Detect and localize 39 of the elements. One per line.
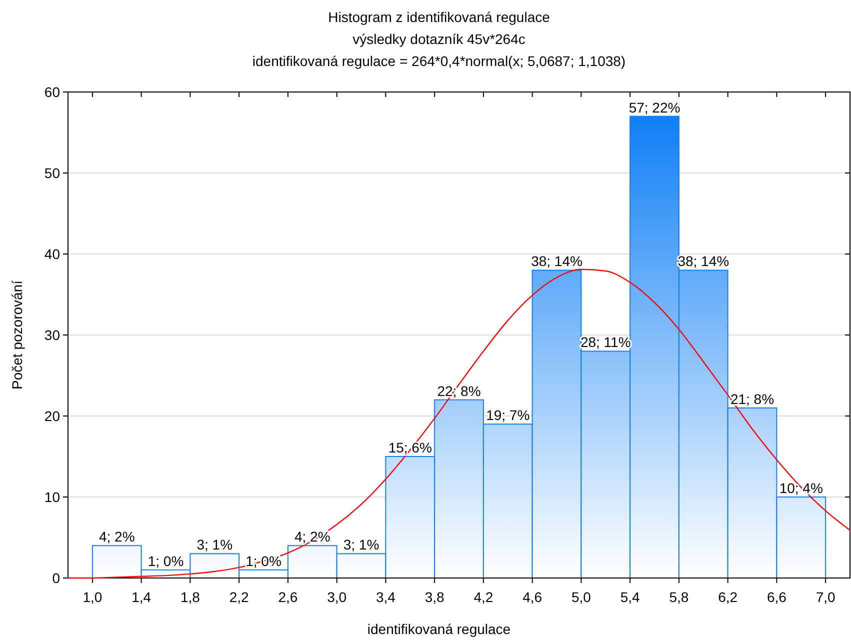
x-tick-label: 3,0 [327,589,347,605]
y-tick-label: 60 [44,84,60,100]
x-axis-title: identifikovaná regulace [367,621,511,637]
data-label: 15; 6% [388,440,432,456]
data-label: 57; 22% [628,99,680,116]
line-series [68,268,850,579]
chart-subtitle: výsledky dotazník 45v*264c [352,31,526,47]
data-label: 10; 4% [779,480,823,496]
x-tick-label: 4,2 [474,589,494,605]
x-tick-label: 5,0 [571,589,592,605]
data-label: 21; 8% [730,390,774,407]
x-tick-label: 1,8 [180,589,200,605]
data-label: 3; 1% [343,536,380,553]
x-tick-label: 3,4 [376,589,396,605]
chart-title: Histogram z identifikovaná regulace [328,9,550,25]
y-tick-label: 20 [44,408,60,424]
x-tick-label: 1,0 [82,589,102,605]
y-tick-label: 30 [44,327,60,343]
x-tick-label: 5,4 [620,589,640,605]
data-label: 19; 7% [486,407,530,424]
y-axis-title: Počet pozorování [9,280,25,390]
y-tick-label: 40 [44,246,60,262]
y-tick-label: 50 [44,165,60,181]
x-tick-label: 2,6 [278,589,298,605]
data-label: 38; 14% [531,253,582,270]
x-tick-label: 4,6 [522,589,542,605]
data-label: 1; 0% [148,552,184,569]
x-tick-label: 1,4 [132,589,152,605]
data-label: 3; 1% [196,536,233,553]
x-tick-label: 5,8 [669,589,689,605]
data-label: 4; 2% [98,528,135,545]
text: identifikovaná regulace = 264*0,4*normal(x; 5,0687; 1,1038) [252,53,626,69]
x-tick-label: 6,6 [766,589,787,605]
x-tick-label: 2,2 [229,589,250,605]
x-tick-label: 6,2 [718,589,738,605]
y-tick-label: 0 [52,570,60,586]
x-tick-label: 7,0 [816,589,836,605]
y-tick-label: 10 [44,489,60,505]
x-tick-label: 3,8 [424,589,445,605]
